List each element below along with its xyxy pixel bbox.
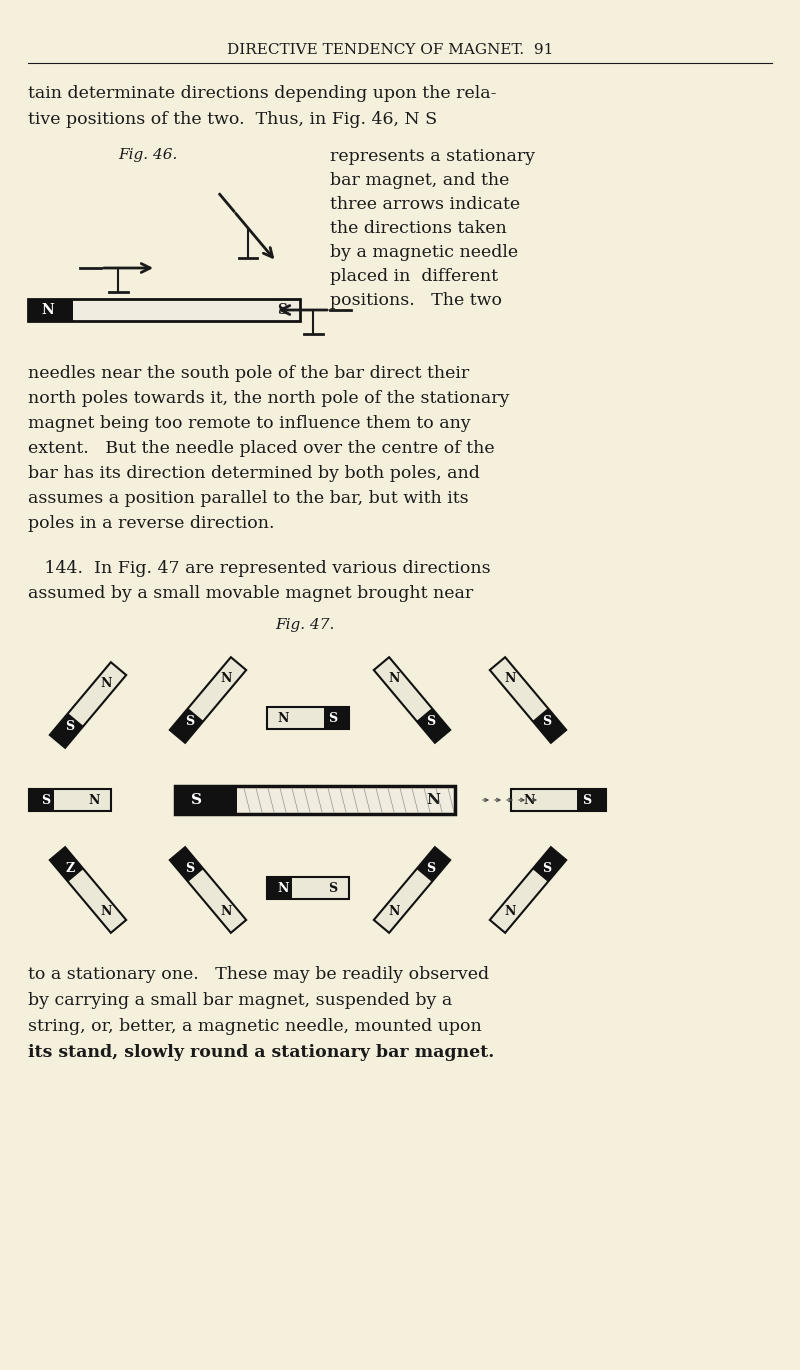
Polygon shape xyxy=(533,708,566,743)
Text: N: N xyxy=(524,793,535,807)
Text: tain determinate directions depending upon the rela-: tain determinate directions depending up… xyxy=(28,85,497,101)
Text: extent.   But the needle placed over the centre of the: extent. But the needle placed over the c… xyxy=(28,440,494,458)
Polygon shape xyxy=(29,789,54,811)
Text: S: S xyxy=(328,711,337,725)
Polygon shape xyxy=(267,877,292,899)
Text: N: N xyxy=(504,671,515,685)
Text: bar has its direction determined by both poles, and: bar has its direction determined by both… xyxy=(28,464,480,482)
Text: string, or, better, a magnetic needle, mounted upon: string, or, better, a magnetic needle, m… xyxy=(28,1018,482,1034)
Text: Z: Z xyxy=(65,862,74,874)
Text: three arrows indicate: three arrows indicate xyxy=(330,196,520,212)
Polygon shape xyxy=(28,299,73,321)
Polygon shape xyxy=(490,869,548,933)
Text: N: N xyxy=(426,793,440,807)
Text: N: N xyxy=(278,881,289,895)
Polygon shape xyxy=(267,707,325,729)
Text: S: S xyxy=(542,862,551,874)
Text: N: N xyxy=(278,711,289,725)
Text: S: S xyxy=(582,793,591,807)
Text: S: S xyxy=(426,715,435,729)
Text: N: N xyxy=(388,671,399,685)
Polygon shape xyxy=(188,869,246,933)
Text: N: N xyxy=(101,906,112,918)
Polygon shape xyxy=(237,786,455,814)
Text: magnet being too remote to influence them to any: magnet being too remote to influence the… xyxy=(28,415,470,432)
Polygon shape xyxy=(292,877,349,899)
Polygon shape xyxy=(374,658,432,721)
Text: N: N xyxy=(101,677,112,689)
Polygon shape xyxy=(170,708,203,743)
Polygon shape xyxy=(175,786,237,814)
Text: N: N xyxy=(504,906,515,918)
Text: S: S xyxy=(426,862,435,874)
Text: placed in  different: placed in different xyxy=(330,269,498,285)
Text: the directions taken: the directions taken xyxy=(330,221,506,237)
Text: bar magnet, and the: bar magnet, and the xyxy=(330,173,510,189)
Text: DIRECTIVE TENDENCY OF MAGNET.  91: DIRECTIVE TENDENCY OF MAGNET. 91 xyxy=(227,42,553,58)
Polygon shape xyxy=(417,847,450,882)
Text: by a magnetic needle: by a magnetic needle xyxy=(330,244,518,262)
Polygon shape xyxy=(510,789,577,811)
Text: Fig. 47.: Fig. 47. xyxy=(275,618,334,632)
Text: S: S xyxy=(277,303,287,316)
Text: S: S xyxy=(542,715,551,729)
Polygon shape xyxy=(73,299,300,321)
Polygon shape xyxy=(577,789,606,811)
Text: N: N xyxy=(89,793,100,807)
Text: S: S xyxy=(65,721,74,733)
Text: N: N xyxy=(221,671,232,685)
Polygon shape xyxy=(68,869,126,933)
Text: to a stationary one.   These may be readily observed: to a stationary one. These may be readil… xyxy=(28,966,489,984)
Text: N: N xyxy=(388,906,399,918)
Polygon shape xyxy=(417,708,450,743)
Text: N: N xyxy=(221,906,232,918)
Text: positions.   The two: positions. The two xyxy=(330,292,502,310)
Text: assumed by a small movable magnet brought near: assumed by a small movable magnet brough… xyxy=(28,585,474,601)
Text: 144.  In Fig. 47 are represented various directions: 144. In Fig. 47 are represented various … xyxy=(28,560,490,577)
Text: S: S xyxy=(41,793,50,807)
Text: tive positions of the two.  Thus, in Fig. 46, N S: tive positions of the two. Thus, in Fig.… xyxy=(28,111,437,127)
Text: north poles towards it, the north pole of the stationary: north poles towards it, the north pole o… xyxy=(28,390,510,407)
Polygon shape xyxy=(54,789,111,811)
Polygon shape xyxy=(170,847,203,882)
Polygon shape xyxy=(188,658,246,721)
Text: S: S xyxy=(191,793,202,807)
Polygon shape xyxy=(490,658,548,721)
Polygon shape xyxy=(374,869,432,933)
Text: poles in a reverse direction.: poles in a reverse direction. xyxy=(28,515,274,532)
Polygon shape xyxy=(50,714,83,748)
Text: its stand, slowly round a stationary bar magnet.: its stand, slowly round a stationary bar… xyxy=(28,1044,494,1060)
Text: S: S xyxy=(185,715,194,729)
Text: by carrying a small bar magnet, suspended by a: by carrying a small bar magnet, suspende… xyxy=(28,992,452,1008)
Text: S: S xyxy=(328,881,337,895)
Polygon shape xyxy=(533,847,566,882)
Text: Fig. 46.: Fig. 46. xyxy=(118,148,178,162)
Text: assumes a position parallel to the bar, but with its: assumes a position parallel to the bar, … xyxy=(28,490,469,507)
Text: needles near the south pole of the bar direct their: needles near the south pole of the bar d… xyxy=(28,364,470,382)
Polygon shape xyxy=(325,707,349,729)
Text: S: S xyxy=(185,862,194,874)
Polygon shape xyxy=(68,662,126,726)
Text: N: N xyxy=(42,303,54,316)
Polygon shape xyxy=(50,847,83,882)
Text: represents a stationary: represents a stationary xyxy=(330,148,535,164)
